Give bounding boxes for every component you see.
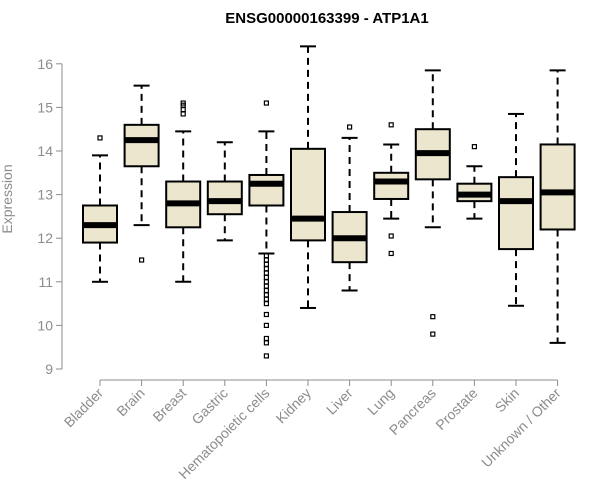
box-body (373, 171, 410, 200)
y-tick-label: 12 (37, 230, 53, 246)
box-body (539, 143, 576, 231)
outlier-point (263, 311, 269, 318)
box-breast (165, 100, 202, 283)
outlier-point (263, 257, 269, 263)
chart-title: ENSG00000163399 - ATP1A1 (225, 10, 428, 27)
outlier-point (263, 266, 269, 272)
outlier-point (263, 270, 269, 276)
box-body (248, 173, 285, 207)
x-tick-label: Brain (113, 385, 147, 419)
y-tick-label: 10 (37, 317, 53, 333)
boxes (82, 45, 576, 359)
outlier-point (263, 292, 269, 298)
outlier-point (263, 287, 269, 294)
y-tick-label: 15 (37, 99, 53, 115)
y-tick-label: 13 (37, 187, 53, 203)
x-tick-label: Breast (149, 385, 189, 425)
box-bladder (82, 135, 118, 283)
outlier-point (430, 331, 436, 337)
box-hematopoietic-cells (248, 100, 285, 359)
x-tick-label: Kidney (273, 385, 315, 427)
x-tick-label: Unknown / Other (478, 385, 564, 471)
outlier-point (263, 340, 269, 346)
box-pancreas (414, 69, 451, 337)
y-axis: 9 10 11 12 13 14 15 16 (37, 56, 63, 377)
outlier-point (388, 250, 394, 257)
box-skin (498, 112, 534, 307)
outlier-point (263, 274, 269, 281)
outlier-point (180, 106, 186, 113)
y-axis-label: Expression (0, 164, 15, 233)
outlier-point (263, 283, 269, 289)
x-tick-label: Prostate (432, 385, 480, 433)
outlier-point (180, 100, 186, 106)
box-body (290, 147, 326, 242)
box-unknown-other (539, 69, 576, 344)
outlier-point (263, 322, 269, 328)
box-liver (331, 124, 368, 292)
box-body (206, 180, 243, 216)
outlier-point (471, 144, 477, 150)
x-tick-label: Bladder (61, 385, 107, 431)
x-tick-label: Skin (492, 385, 523, 416)
box-gastric (206, 141, 243, 242)
y-tick-label: 11 (38, 274, 53, 290)
outlier-point (263, 261, 269, 267)
outlier-point (263, 296, 269, 302)
outlier-point (263, 301, 269, 307)
box-kidney (290, 45, 326, 309)
outlier-point (430, 314, 436, 320)
outlier-point (388, 122, 394, 128)
outlier-point (388, 233, 394, 239)
outlier-point (263, 279, 269, 285)
x-tick-label: Lung (364, 385, 397, 418)
x-tick-label: Liver (323, 385, 356, 418)
outlier-point (347, 124, 353, 130)
box-body (123, 123, 160, 168)
box-brain (123, 84, 160, 263)
box-body (498, 176, 534, 251)
outlier-point (180, 111, 186, 117)
outlier-point (263, 100, 269, 106)
y-tick-label: 14 (37, 143, 53, 159)
outlier-point (97, 135, 103, 141)
y-tick-label: 16 (37, 56, 53, 72)
outlier-point (263, 335, 269, 342)
box-prostate (456, 144, 493, 220)
y-tick-label: 9 (45, 361, 53, 377)
outlier-point (263, 353, 269, 359)
outlier-point (139, 257, 145, 263)
box-lung (373, 122, 410, 257)
